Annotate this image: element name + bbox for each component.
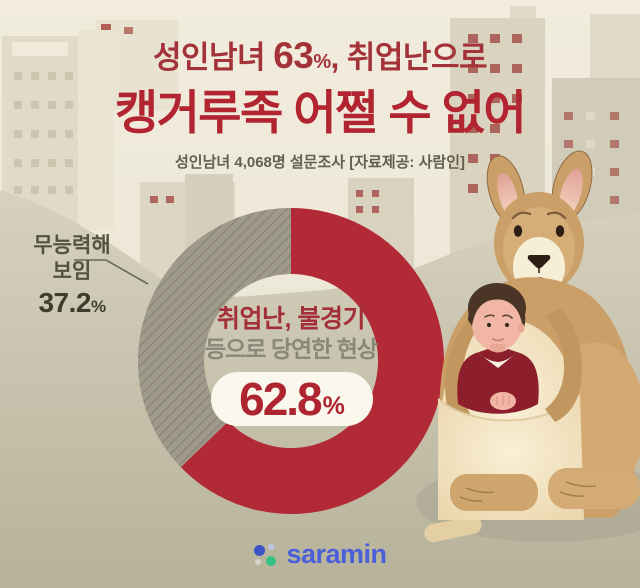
- logo-dot-pale-top: [268, 543, 275, 550]
- title-suffix: , 취업난으로: [330, 40, 488, 75]
- donut-center-value-pill: 62.8 %: [211, 372, 373, 426]
- callout-value-number: 37.2: [38, 287, 91, 318]
- title-line-1: 성인남녀 63%, 취업난으로: [0, 32, 640, 77]
- man-collar: [477, 351, 519, 368]
- donut-chart: [138, 207, 445, 514]
- saramin-logo-icon: [253, 542, 277, 568]
- saramin-logo-text: saramin: [286, 539, 387, 569]
- kangaroo-feet: [450, 468, 640, 511]
- callout-label: 무능력해 보임: [8, 233, 136, 284]
- callout-label-line1: 무능력해: [33, 234, 111, 257]
- title-line-2: 캥거루족 어쩔 수 없어: [114, 86, 527, 139]
- man-in-pouch: [457, 283, 539, 414]
- kangaroo-right-arm: [545, 308, 582, 422]
- donut-center-line1: 취업난, 불경기: [217, 305, 365, 333]
- callout-label-line2: 보임: [52, 259, 92, 283]
- donut-center-value: 62.8: [239, 373, 323, 425]
- callout-value: 37.2%: [8, 287, 136, 319]
- saramin-logo: saramin: [0, 539, 640, 570]
- title-percent-sign: %: [313, 51, 331, 73]
- logo-dot-green: [266, 555, 277, 566]
- man-sweater: [457, 349, 539, 414]
- callout-value-percent: %: [90, 297, 106, 316]
- donut-slice-0: [180, 207, 445, 514]
- survey-subtitle: 성인남녀 4,068명 설문조사 [자료제공: 사람인]: [175, 154, 465, 171]
- kangaroo-tail: [424, 515, 482, 543]
- man-face: [472, 297, 522, 351]
- callout-connector-line: [74, 259, 149, 285]
- title-number: 63: [273, 35, 314, 76]
- donut-center-line2: 등으로 당연한 현상: [204, 336, 378, 362]
- logo-dot-pale-bottom: [255, 558, 262, 565]
- kangaroo-illustration: [416, 150, 640, 543]
- logo-dot-blue: [254, 544, 266, 556]
- man-hand: [490, 392, 516, 410]
- donut-slice-1-pattern: [138, 208, 291, 468]
- donut-center-percent: %: [322, 391, 345, 420]
- man-hair-front: [468, 290, 526, 331]
- title-prefix: 성인남녀: [153, 40, 274, 75]
